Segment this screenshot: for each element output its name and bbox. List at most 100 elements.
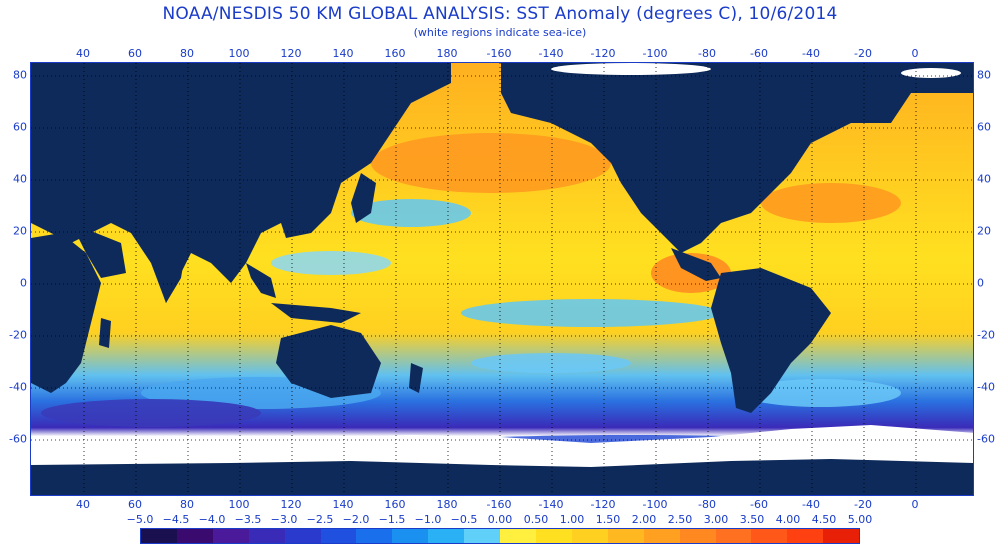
colorbar-swatch: [571, 529, 608, 543]
lon-label-bottom-12: -80: [698, 498, 716, 511]
map-subtitle: (white regions indicate sea-ice): [413, 26, 587, 39]
colorbar-tick-label: −3.5: [234, 513, 262, 526]
colorbar-swatch: [751, 529, 788, 543]
arabia-land: [71, 223, 126, 278]
colorbar: [140, 528, 860, 544]
lon-label-bottom-2: 80: [180, 498, 194, 511]
colorbar-swatch: [428, 529, 465, 543]
lon-label-top-3: 100: [228, 47, 250, 60]
colorbar-swatch: [356, 529, 393, 543]
australia-land: [276, 325, 381, 398]
lat-label-left-7: -60: [9, 432, 27, 446]
lon-label-bottom-8: -160: [486, 498, 512, 511]
lat-label-right-4: 0: [977, 276, 984, 290]
lon-label-bottom-5: 140: [332, 498, 354, 511]
india-land: [151, 238, 186, 303]
colorbar-tick-label: 3.00: [703, 513, 729, 526]
colorbar-tick-label: 2.50: [667, 513, 693, 526]
lat-label-left-6: -40: [9, 380, 27, 394]
lon-label-top-14: -40: [802, 47, 820, 60]
colorbar-swatch: [248, 529, 285, 543]
lon-label-bottom-11: -100: [642, 498, 668, 511]
lon-label-bottom-6: 160: [384, 498, 406, 511]
graticule: [31, 63, 973, 495]
south-america-land: [711, 268, 831, 413]
lon-label-bottom-7: 180: [436, 498, 458, 511]
lon-label-top-9: -140: [538, 47, 564, 60]
colorbar-swatch: [141, 529, 177, 543]
colorbar-swatch: [392, 529, 429, 543]
lat-label-right-3: 20: [977, 224, 991, 238]
colorbar-swatch: [212, 529, 249, 543]
colorbar-tick-label: 4.50: [811, 513, 837, 526]
lon-label-bottom-15: -20: [854, 498, 872, 511]
colorbar-tick-label: −1.5: [378, 513, 406, 526]
lon-label-bottom-0: 40: [76, 498, 90, 511]
colorbar-swatch: [464, 529, 501, 543]
colorbar-tick-label: 1.50: [595, 513, 621, 526]
lon-label-top-8: -160: [486, 47, 512, 60]
colorbar-swatch: [176, 529, 213, 543]
colorbar-tick-label: −3.0: [270, 513, 298, 526]
map-canvas: [31, 63, 973, 495]
lon-label-top-12: -80: [698, 47, 716, 60]
colorbar-swatch: [679, 529, 716, 543]
colorbar-tick-label: 0.00: [487, 513, 513, 526]
lon-label-top-15: -20: [854, 47, 872, 60]
colorbar-tick-label: 0.50: [523, 513, 549, 526]
colorbar-swatch: [823, 529, 860, 543]
lat-label-left-3: 20: [13, 224, 27, 238]
colorbar-swatch: [787, 529, 824, 543]
lon-label-bottom-16: 0: [911, 498, 919, 511]
colorbar-swatch: [284, 529, 321, 543]
lon-label-top-1: 60: [128, 47, 142, 60]
colorbar-tick-label: −4.5: [162, 513, 190, 526]
colorbar-swatch: [320, 529, 357, 543]
lat-label-left-5: -20: [9, 328, 27, 342]
central-america-land: [671, 248, 721, 281]
lat-label-left-4: 0: [20, 276, 27, 290]
lon-label-bottom-3: 100: [228, 498, 250, 511]
colorbar-tick-label: −1.0: [414, 513, 442, 526]
lon-label-top-11: -100: [642, 47, 668, 60]
sst-anomaly-map: [30, 62, 974, 496]
lat-label-right-2: 40: [977, 172, 991, 186]
colorbar-tick-label: −4.0: [198, 513, 226, 526]
colorbar-tick-label: 1.00: [559, 513, 585, 526]
new-zealand-land: [409, 363, 423, 393]
colorbar-tick-label: 5.00: [847, 513, 873, 526]
colorbar-tick-label: −2.5: [306, 513, 334, 526]
colorbar-tick-label: 2.00: [631, 513, 657, 526]
lon-label-top-0: 40: [76, 47, 90, 60]
lat-label-right-0: 80: [977, 68, 991, 82]
southeast-asia-land: [246, 263, 276, 298]
colorbar-swatch: [535, 529, 572, 543]
lon-label-bottom-9: -140: [538, 498, 564, 511]
japan-land: [351, 173, 376, 223]
colorbar-tick-label: −2.0: [342, 513, 370, 526]
madagascar-land: [99, 318, 111, 348]
colorbar-swatch: [715, 529, 752, 543]
lat-label-right-1: 60: [977, 120, 991, 134]
lon-label-top-7: 180: [436, 47, 458, 60]
indonesia-land: [271, 303, 361, 323]
lat-label-right-5: -20: [977, 328, 995, 342]
colorbar-tick-label: −5.0: [126, 513, 154, 526]
lon-label-bottom-4: 120: [280, 498, 302, 511]
lon-label-bottom-13: -60: [750, 498, 768, 511]
lon-label-top-16: 0: [911, 47, 919, 60]
lon-label-bottom-10: -120: [590, 498, 616, 511]
greenland-land: [791, 63, 861, 123]
lon-label-top-5: 140: [332, 47, 354, 60]
lat-label-left-2: 40: [13, 172, 27, 186]
colorbar-swatch: [643, 529, 680, 543]
colorbar-tick-label: −0.5: [450, 513, 478, 526]
lat-label-left-0: 80: [13, 68, 27, 82]
lon-label-bottom-1: 60: [128, 498, 142, 511]
lat-label-right-6: -40: [977, 380, 995, 394]
lon-label-top-6: 160: [384, 47, 406, 60]
africa-land: [31, 233, 101, 393]
colorbar-tick-label: 4.00: [775, 513, 801, 526]
antarctica-land: [31, 459, 973, 495]
lat-label-right-7: -60: [977, 432, 995, 446]
